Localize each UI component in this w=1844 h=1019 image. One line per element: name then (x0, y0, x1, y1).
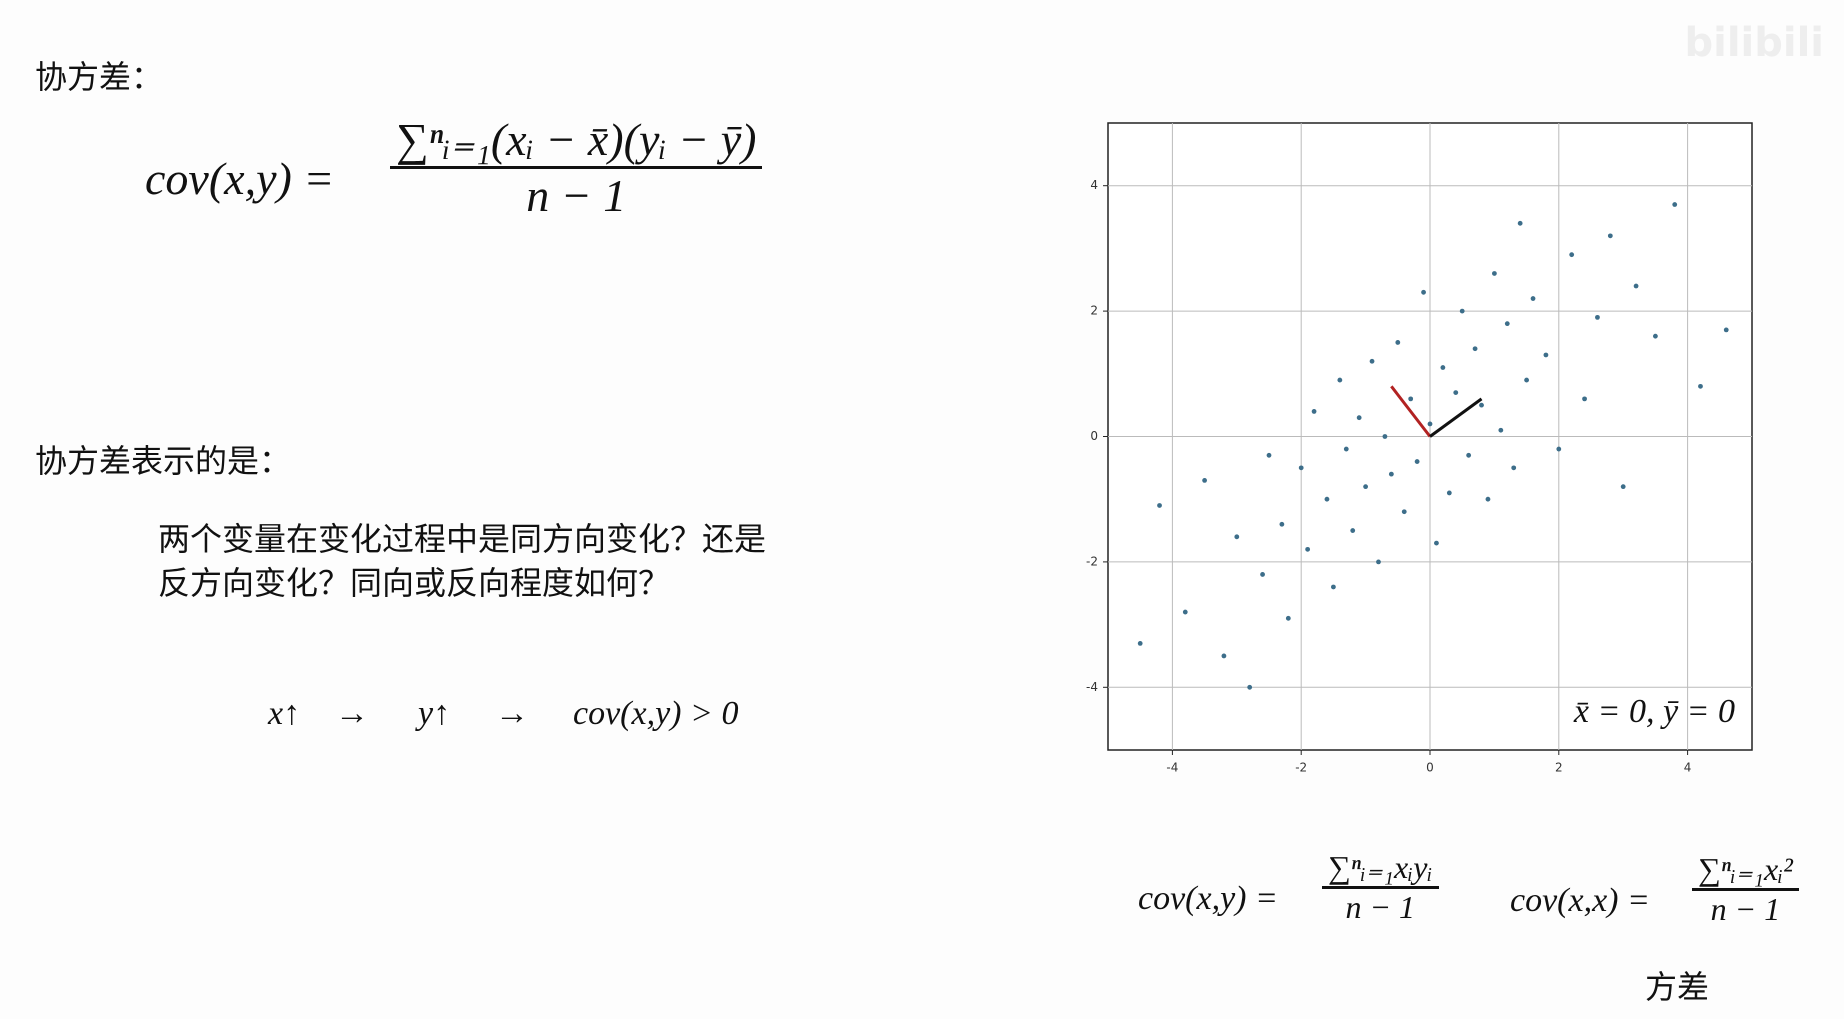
relation: → (335, 695, 369, 732)
formula-lhs: cov(x,y) = (1138, 880, 1278, 917)
point (1363, 484, 1368, 490)
section-title: 协方差表示的是： (35, 442, 292, 480)
point (1202, 477, 1207, 483)
point (1421, 289, 1426, 295)
watermark: bilibili (1684, 20, 1824, 66)
point (1595, 314, 1600, 320)
point (1311, 409, 1317, 414)
y-tick-label: 0 (1090, 429, 1098, 443)
point (1485, 496, 1491, 502)
point (1337, 377, 1343, 383)
point (1504, 321, 1510, 327)
relation: x↑ (268, 695, 301, 732)
point (1331, 584, 1336, 590)
point (1157, 503, 1162, 508)
point (1453, 390, 1459, 396)
point (1479, 402, 1484, 408)
denominator: n − 1 (1710, 891, 1781, 927)
relation: cov(x,y) > 0 (573, 695, 739, 732)
point (1427, 421, 1433, 427)
point (1182, 609, 1188, 615)
point (1382, 434, 1388, 439)
point (1285, 615, 1291, 621)
numerator: ∑ⁿᵢ₌₁xᵢyᵢ (1322, 848, 1439, 889)
point (1459, 308, 1465, 314)
formula-fraction: ∑ⁿᵢ₌₁xᵢ² n − 1 (1692, 850, 1799, 928)
point (1266, 452, 1272, 458)
vector (1390, 385, 1432, 438)
point (1492, 271, 1497, 276)
x-tick-label: -2 (1295, 761, 1307, 775)
denominator: n − 1 (1345, 889, 1416, 925)
point (1569, 252, 1575, 258)
text-line: 反方向变化？同向或反向程度如何？ (158, 564, 671, 602)
point (1556, 446, 1562, 452)
x-tick-label: 2 (1555, 761, 1563, 775)
y-tick-label: -4 (1086, 680, 1098, 694)
point (1305, 546, 1311, 552)
point (1530, 296, 1536, 301)
point (1698, 383, 1703, 389)
point (1620, 484, 1626, 490)
point (1472, 346, 1478, 352)
caption: 方差 (1645, 968, 1710, 1006)
formula-lhs: cov(x,x) = (1510, 882, 1650, 919)
point (1234, 534, 1240, 540)
point (1137, 641, 1143, 646)
point (1498, 427, 1504, 433)
relation: → (495, 695, 529, 732)
point (1376, 559, 1381, 565)
point (1395, 340, 1401, 345)
point (1324, 496, 1330, 502)
y-tick-label: 4 (1090, 178, 1098, 192)
point (1221, 653, 1227, 659)
point (1524, 377, 1529, 383)
point (1723, 327, 1729, 333)
y-tick-label: -2 (1086, 554, 1098, 568)
x-tick-label: 4 (1684, 761, 1692, 775)
point (1408, 396, 1414, 402)
title: 协方差： (35, 58, 164, 96)
scatter-chart: -4 -2 0 2 4 -4 -2 0 2 4 x̄ = 0, ȳ = 0 (1086, 122, 1753, 775)
formula-fraction: ∑ⁿᵢ₌₁(xᵢ − x̄)(yᵢ − ȳ) n − 1 (390, 112, 763, 222)
numerator: ∑ⁿᵢ₌₁(xᵢ − x̄)(yᵢ − ȳ) (390, 112, 763, 169)
point (1279, 521, 1285, 527)
x-tick-label: 0 (1426, 761, 1434, 775)
x-tick-label: -4 (1166, 761, 1178, 775)
point (1298, 465, 1304, 471)
point (1401, 509, 1407, 515)
vector (1429, 397, 1483, 438)
point (1517, 220, 1523, 226)
point (1466, 452, 1472, 458)
formula-fraction: ∑ⁿᵢ₌₁xᵢyᵢ n − 1 (1322, 848, 1439, 926)
point (1653, 333, 1658, 339)
point (1414, 459, 1420, 464)
relation: y↑ (418, 695, 451, 732)
annotation: x̄ = 0, ȳ = 0 (1573, 693, 1735, 730)
point (1369, 358, 1375, 364)
point (1582, 396, 1587, 402)
point (1440, 365, 1446, 370)
y-tick-label: 2 (1090, 304, 1098, 318)
point (1434, 540, 1439, 546)
point (1343, 446, 1349, 452)
point (1388, 471, 1394, 477)
point (1260, 572, 1265, 577)
point (1350, 528, 1356, 533)
point (1633, 283, 1639, 289)
denominator: n − 1 (526, 170, 627, 221)
point (1543, 352, 1549, 358)
point (1672, 202, 1678, 207)
point (1607, 233, 1613, 239)
numerator: ∑ⁿᵢ₌₁xᵢ² (1692, 850, 1799, 891)
point (1446, 490, 1452, 496)
point (1356, 415, 1362, 421)
point (1247, 684, 1253, 690)
text-line: 两个变量在变化过程中是同方向变化？还是 (158, 520, 767, 558)
point (1511, 465, 1517, 471)
formula-lhs: cov(x,y) = (145, 153, 335, 204)
